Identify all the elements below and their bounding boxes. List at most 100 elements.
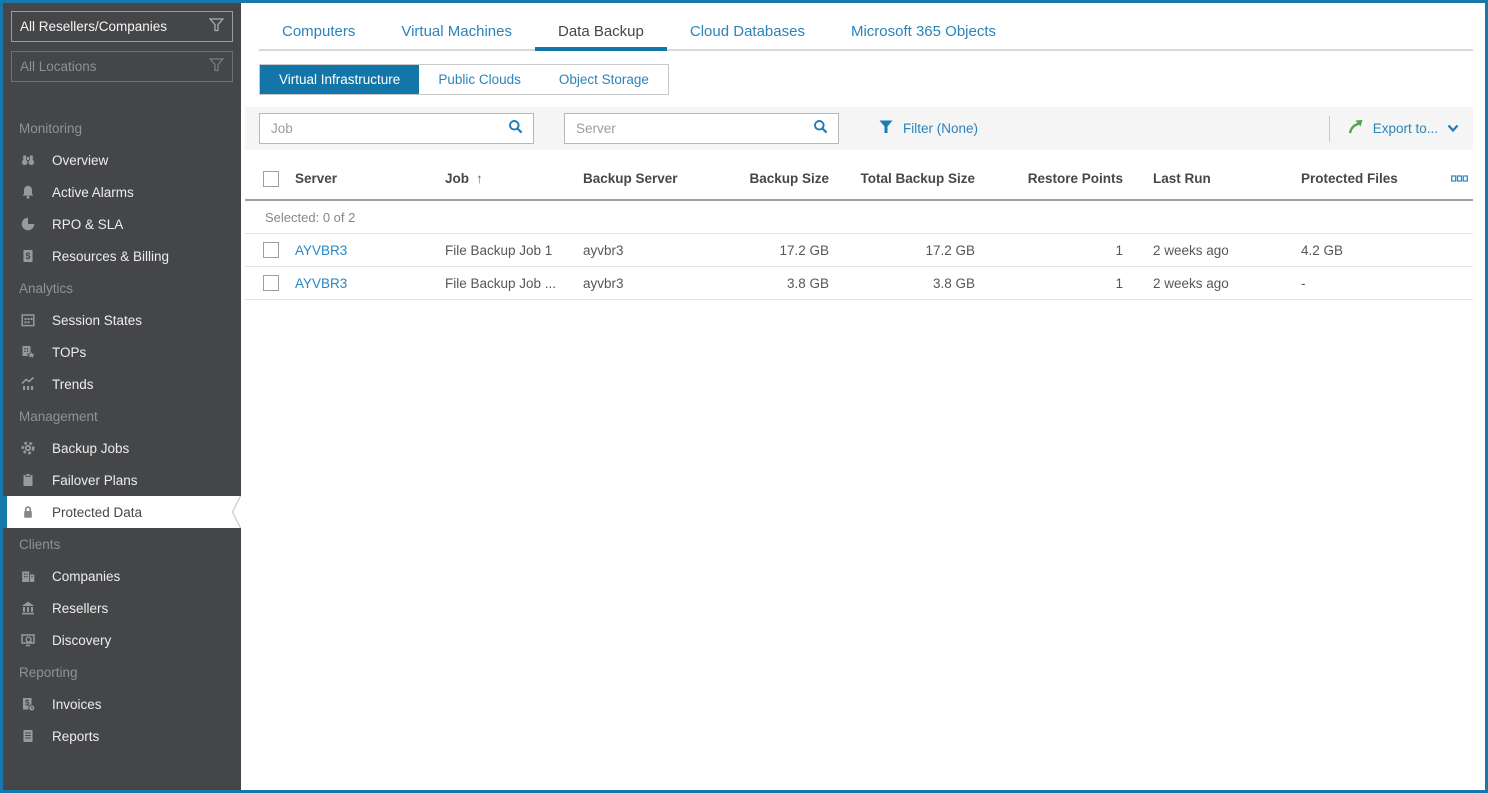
subtab-object-storage[interactable]: Object Storage xyxy=(558,72,649,87)
server-search-input[interactable] xyxy=(574,120,813,137)
subtab-virtual-infrastructure[interactable]: Virtual Infrastructure xyxy=(260,65,420,94)
billing-icon: $ xyxy=(18,248,38,264)
row-checkbox[interactable] xyxy=(263,275,279,291)
tab-cloud-databases[interactable]: Cloud Databases xyxy=(689,23,805,40)
sidebar-item-label: Backup Jobs xyxy=(52,440,130,456)
sidebar-item-failover-plans[interactable]: Failover Plans xyxy=(3,464,241,496)
sidebar-item-discovery[interactable]: Discovery xyxy=(3,624,241,656)
column-header-job-label: Job xyxy=(445,171,470,186)
section-label-reporting: Reporting xyxy=(19,664,78,680)
section-label-management: Management xyxy=(19,408,98,424)
column-header-total-backup-size[interactable]: Total Backup Size xyxy=(860,171,975,186)
section-label-clients: Clients xyxy=(19,536,61,552)
row-checkbox[interactable] xyxy=(263,242,279,258)
toolbar-divider xyxy=(1328,115,1330,142)
sidebar-item-label: Trends xyxy=(52,376,94,392)
sidebar-item-rpo-sla[interactable]: RPO & SLA xyxy=(3,208,241,240)
column-header-protected-files[interactable]: Protected Files xyxy=(1301,171,1398,186)
cell-backup-size: 17.2 GB xyxy=(779,242,829,258)
sidebar: All Resellers/Companies All Locations Mo… xyxy=(3,3,242,790)
column-chooser-icon[interactable] xyxy=(1451,175,1474,182)
server-link[interactable]: AYVBR3 xyxy=(295,242,348,258)
sidebar-item-resources-billing[interactable]: $ Resources & Billing xyxy=(3,240,241,272)
cell-job: File Backup Job 1 xyxy=(445,242,553,258)
select-all-checkbox[interactable] xyxy=(263,170,279,187)
backup-table: Server Job ↑ Backup Server Backup Size T… xyxy=(245,150,1473,300)
locations-select-value: All Locations xyxy=(20,59,97,74)
sidebar-item-resellers[interactable]: Resellers xyxy=(3,592,241,624)
sidebar-item-companies[interactable]: Companies xyxy=(3,560,241,592)
section-label-analytics: Analytics xyxy=(19,280,74,296)
cell-protected-files: 4.2 GB xyxy=(1301,242,1344,258)
clipboard-icon xyxy=(18,472,38,488)
sidebar-item-trends[interactable]: Trends xyxy=(3,368,241,400)
cell-job: File Backup Job ... xyxy=(445,275,557,291)
tab-computers[interactable]: Computers xyxy=(282,23,356,40)
monitor-search-icon xyxy=(18,632,38,648)
sidebar-item-backup-jobs[interactable]: Backup Jobs xyxy=(3,432,241,464)
filter-funnel-icon xyxy=(879,120,893,137)
sidebar-item-label: TOPs xyxy=(52,344,87,360)
resellers-companies-select[interactable]: All Resellers/Companies xyxy=(11,11,233,42)
column-header-server[interactable]: Server xyxy=(295,171,338,186)
tops-star-icon xyxy=(18,344,38,360)
sidebar-item-reports[interactable]: Reports xyxy=(3,720,241,752)
top-tabs: Computers Virtual Machines Data Backup C… xyxy=(259,12,1473,51)
cell-last-run: 2 weeks ago xyxy=(1153,275,1229,291)
search-icon[interactable] xyxy=(813,119,829,138)
sidebar-item-label: Discovery xyxy=(52,632,112,648)
sidebar-item-session-states[interactable]: Session States xyxy=(3,304,241,336)
column-header-backup-server[interactable]: Backup Server xyxy=(583,171,678,186)
sidebar-item-active-alarms[interactable]: Active Alarms xyxy=(3,176,241,208)
toolbar: Filter (None) Export to... xyxy=(245,107,1473,150)
locations-select[interactable]: All Locations xyxy=(11,51,233,82)
session-grid-icon xyxy=(18,312,38,328)
pie-chart-icon xyxy=(18,216,38,232)
search-icon[interactable] xyxy=(508,119,524,138)
selected-item-notch xyxy=(231,495,242,531)
table-header-row: Server Job ↑ Backup Server Backup Size T… xyxy=(245,158,1473,201)
sidebar-item-overview[interactable]: Overview xyxy=(3,144,241,176)
job-search-box xyxy=(259,113,534,144)
filter-button[interactable]: Filter (None) xyxy=(879,120,978,137)
tab-microsoft-365-objects[interactable]: Microsoft 365 Objects xyxy=(850,23,997,40)
sidebar-item-label: Session States xyxy=(52,312,143,328)
filter-button-label: Filter (None) xyxy=(903,121,979,136)
export-button-label: Export to... xyxy=(1372,121,1438,136)
server-search-box xyxy=(564,113,839,144)
sidebar-item-invoices[interactable]: $ Invoices xyxy=(3,688,241,720)
job-search-input[interactable] xyxy=(269,120,508,137)
section-label-monitoring: Monitoring xyxy=(19,120,83,136)
cell-protected-files: - xyxy=(1301,275,1306,291)
server-link[interactable]: AYVBR3 xyxy=(295,275,348,291)
column-header-job[interactable]: Job ↑ xyxy=(445,171,583,186)
column-header-backup-size[interactable]: Backup Size xyxy=(749,171,829,186)
chevron-down-icon xyxy=(1447,121,1459,136)
sidebar-item-tops[interactable]: TOPs xyxy=(3,336,241,368)
sidebar-item-protected-data[interactable]: Protected Data xyxy=(3,495,242,531)
tab-data-backup[interactable]: Data Backup xyxy=(534,12,667,51)
sidebar-item-label: Companies xyxy=(52,568,121,584)
cell-backup-server: ayvbr3 xyxy=(583,242,624,258)
binoculars-icon xyxy=(18,152,38,168)
toolbar-right: Export to... xyxy=(1328,115,1459,142)
tab-virtual-machines[interactable]: Virtual Machines xyxy=(401,23,512,40)
gear-icon xyxy=(18,440,38,456)
column-header-restore-points[interactable]: Restore Points xyxy=(1027,171,1123,186)
sidebar-item-label: RPO & SLA xyxy=(52,216,124,232)
sidebar-item-label: Failover Plans xyxy=(52,472,138,488)
table-row[interactable]: AYVBR3 File Backup Job 1 ayvbr3 17.2 GB … xyxy=(245,234,1473,267)
cell-restore-points: 1 xyxy=(1115,275,1123,291)
bell-icon xyxy=(18,184,38,200)
column-header-last-run[interactable]: Last Run xyxy=(1153,171,1211,186)
export-button[interactable]: Export to... xyxy=(1347,119,1459,138)
subtab-public-clouds[interactable]: Public Clouds xyxy=(438,72,521,87)
sidebar-nav: Monitoring Overview Active Alarms RPO & … xyxy=(3,112,242,752)
cell-restore-points: 1 xyxy=(1115,242,1123,258)
svg-text:$: $ xyxy=(25,699,30,708)
selection-summary: Selected: 0 of 2 xyxy=(245,201,1473,234)
invoice-icon: $ xyxy=(18,696,38,712)
table-row[interactable]: AYVBR3 File Backup Job ... ayvbr3 3.8 GB… xyxy=(245,267,1473,300)
resellers-companies-select-value: All Resellers/Companies xyxy=(20,19,168,34)
